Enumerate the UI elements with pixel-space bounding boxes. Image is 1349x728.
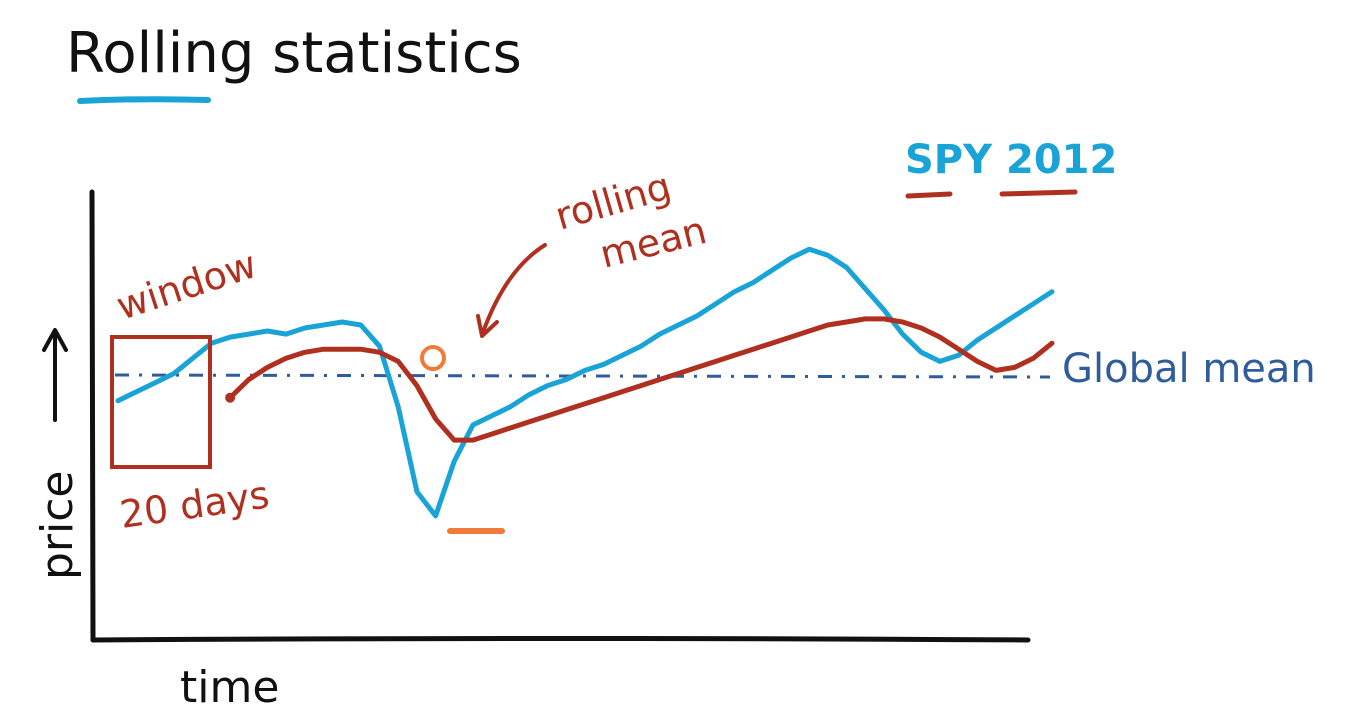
series-label-underline-1: [905, 191, 953, 199]
title: Rolling statistics: [66, 21, 522, 86]
x-axis-label: time: [180, 662, 279, 713]
y-axis-label: price: [32, 470, 83, 580]
global-mean-label: Global mean: [1062, 346, 1316, 392]
rolling-mean-arrowhead: [476, 314, 499, 338]
global-mean-line: [114, 373, 1051, 379]
y-axis-arrowhead: [42, 328, 68, 352]
rolling-mean-arrow: [480, 243, 547, 337]
crossover-highlight: [420, 345, 446, 371]
rolling-mean-series: [225, 316, 1055, 443]
window-label: window: [111, 242, 262, 328]
window-span-label: 20 days: [117, 472, 272, 536]
y-axis: [89, 189, 96, 643]
window-box: [110, 335, 212, 469]
series-label: SPY 2012: [905, 137, 1117, 183]
rolling-mean-start-dot: [225, 392, 236, 403]
x-axis: [90, 636, 1031, 643]
rolling-mean-line: [227, 316, 1055, 443]
series-label-underline-2: [999, 189, 1078, 197]
title-underline: [77, 96, 211, 104]
